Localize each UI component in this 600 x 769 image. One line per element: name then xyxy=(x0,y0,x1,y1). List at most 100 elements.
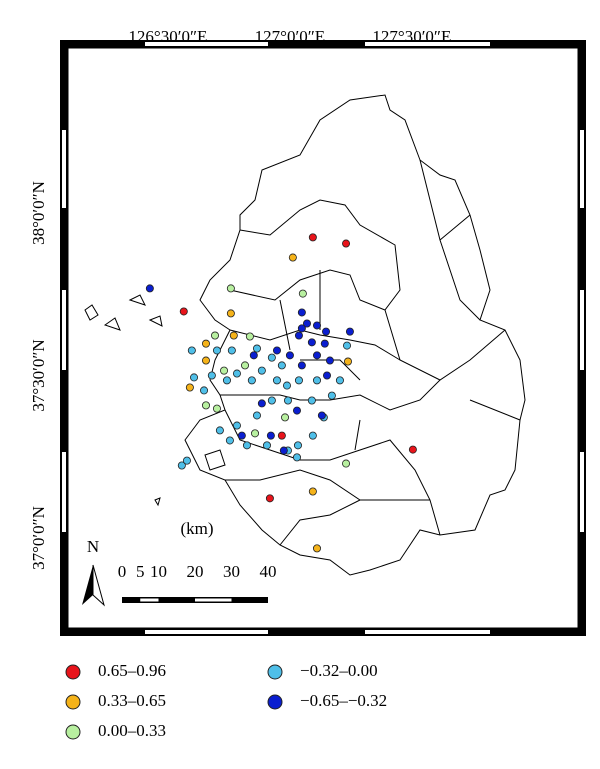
x-tick-label: 127°30′0″E xyxy=(372,27,451,46)
data-point xyxy=(267,396,276,405)
scale-segment xyxy=(140,598,159,602)
data-point xyxy=(251,429,260,438)
data-point xyxy=(277,431,286,440)
scale-label: 40 xyxy=(260,562,277,581)
data-point xyxy=(241,361,250,370)
data-point xyxy=(292,406,301,415)
data-point xyxy=(293,441,302,450)
map-frame xyxy=(60,40,586,636)
legend-label: −0.65–−0.32 xyxy=(300,691,387,710)
scale-label: 20 xyxy=(187,562,204,581)
data-point xyxy=(229,331,238,340)
data-point xyxy=(200,386,209,395)
data-point xyxy=(211,331,220,340)
data-point xyxy=(294,376,303,385)
data-point xyxy=(292,453,301,462)
north-label: N xyxy=(87,537,99,556)
data-point xyxy=(298,289,307,298)
data-point xyxy=(312,376,321,385)
data-point xyxy=(325,356,334,365)
axis-labels: 126°30′0″E 127°0′0″E 127°30′0″E 38°0′0″N 37°… xyxy=(29,27,451,570)
legend-swatch xyxy=(65,724,81,740)
data-point xyxy=(226,309,235,318)
legend-swatch xyxy=(65,664,81,680)
data-point xyxy=(237,431,246,440)
data-point xyxy=(320,339,329,348)
data-point xyxy=(302,319,311,328)
data-point xyxy=(227,346,236,355)
data-point xyxy=(265,494,274,503)
data-point xyxy=(327,391,336,400)
data-point xyxy=(266,431,275,440)
scale-label: 5 xyxy=(136,562,145,581)
data-point xyxy=(312,544,321,553)
data-point xyxy=(279,446,288,455)
data-point xyxy=(179,307,188,316)
scale-bar: 0 5 10 20 30 40 xyxy=(118,562,277,603)
data-point xyxy=(343,341,352,350)
boundaries xyxy=(84,94,526,576)
scale-unit: (km) xyxy=(180,519,213,538)
data-point xyxy=(317,411,326,420)
data-point xyxy=(308,431,317,440)
data-point xyxy=(226,284,235,293)
data-point xyxy=(190,373,199,382)
data-point xyxy=(252,344,261,353)
data-point xyxy=(177,461,186,470)
data-point xyxy=(201,401,210,410)
scale-label: 30 xyxy=(223,562,240,581)
data-point xyxy=(281,413,290,422)
data-point xyxy=(283,396,292,405)
legend-label: 0.65–0.96 xyxy=(98,661,166,680)
legend-label: 0.33–0.65 xyxy=(98,691,166,710)
data-point xyxy=(242,441,251,450)
data-point xyxy=(212,346,221,355)
data-point xyxy=(277,361,286,370)
data-point xyxy=(312,351,321,360)
legend-swatch xyxy=(65,694,81,710)
data-point xyxy=(207,371,216,380)
data-point xyxy=(323,371,332,380)
data-point xyxy=(247,376,256,385)
data-point xyxy=(215,426,224,435)
data-point xyxy=(220,366,229,375)
data-point xyxy=(285,351,294,360)
north-arrow: N xyxy=(82,537,105,607)
data-point xyxy=(225,436,234,445)
data-point xyxy=(182,456,191,465)
data-point xyxy=(212,404,221,413)
data-point xyxy=(307,396,316,405)
data-point xyxy=(187,346,196,355)
data-point xyxy=(342,239,351,248)
data-point xyxy=(145,284,154,293)
data-point xyxy=(252,411,261,420)
data-point xyxy=(297,361,306,370)
x-tick-label: 127°0′0″E xyxy=(255,27,325,46)
data-point xyxy=(342,459,351,468)
data-point xyxy=(297,308,306,317)
legend-swatch xyxy=(267,664,283,680)
legend: 0.65–0.96 0.33–0.65 0.00–0.33 −0.32–0.00 −0.… xyxy=(65,661,387,740)
data-point xyxy=(297,324,306,333)
data-point xyxy=(308,233,317,242)
y-tick-label: 38°0′0″N xyxy=(29,181,48,245)
data-point xyxy=(282,381,291,390)
data-point xyxy=(312,321,321,330)
x-tick-label: 126°30′0″E xyxy=(128,27,207,46)
y-tick-label: 37°30′0″N xyxy=(29,339,48,411)
data-point xyxy=(335,376,344,385)
data-point xyxy=(262,441,271,450)
data-point xyxy=(257,366,266,375)
data-point xyxy=(222,376,231,385)
data-point xyxy=(249,351,258,360)
legend-label: 0.00–0.33 xyxy=(98,721,166,740)
scale-segment xyxy=(195,598,232,602)
data-point xyxy=(185,383,194,392)
data-point xyxy=(322,327,331,336)
data-point xyxy=(232,421,241,430)
data-point xyxy=(345,327,354,336)
scale-label: 10 xyxy=(150,562,167,581)
data-point xyxy=(267,353,276,362)
data-point xyxy=(307,338,316,347)
